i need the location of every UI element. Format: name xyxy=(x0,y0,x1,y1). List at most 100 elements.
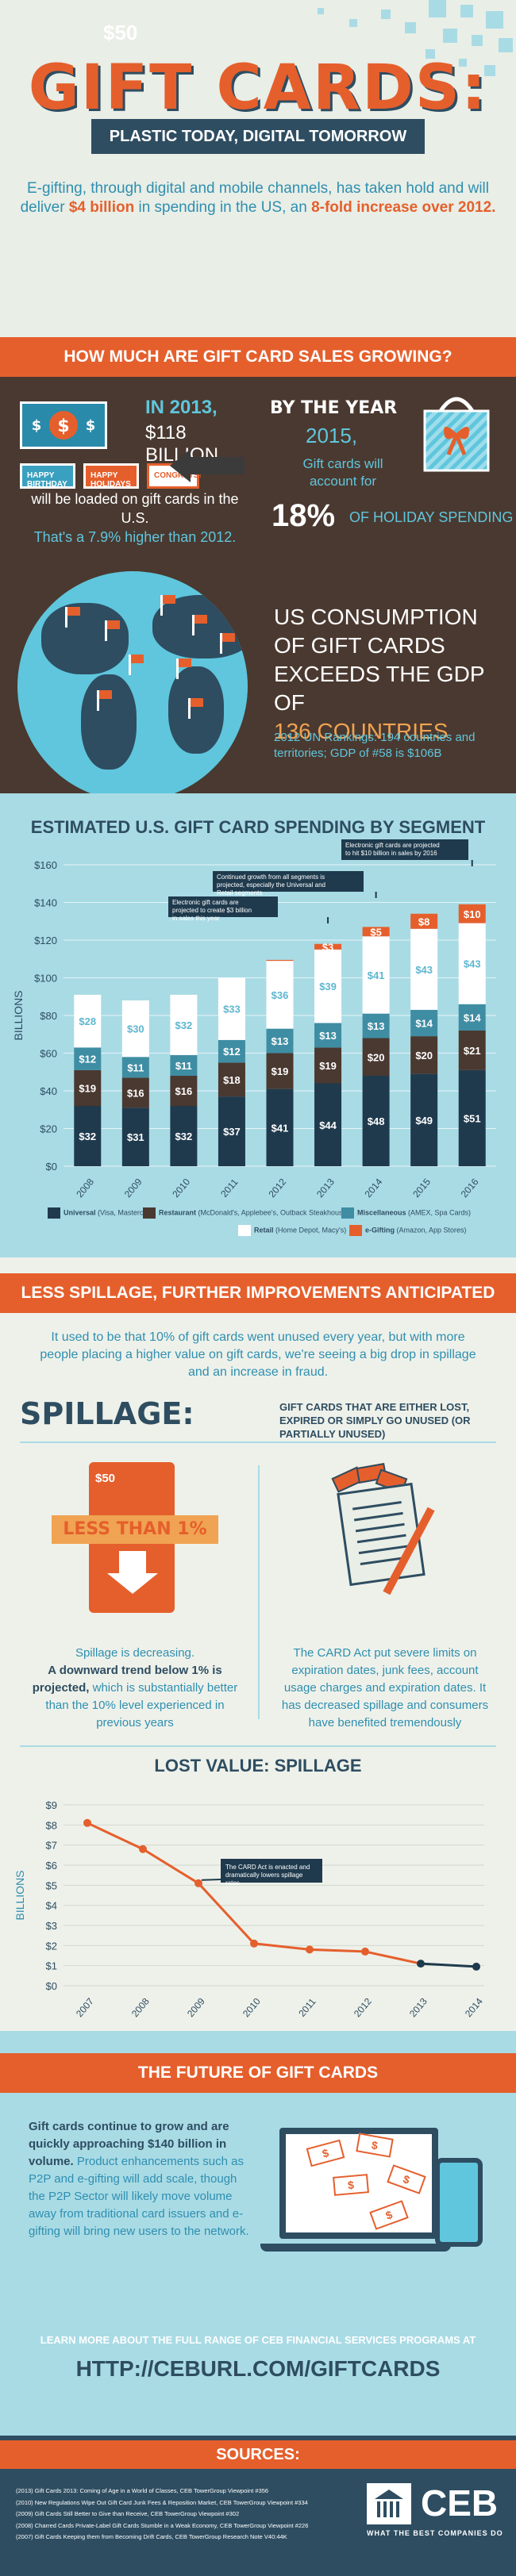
line-segment xyxy=(142,1848,199,1885)
spillage-banner: LESS SPILLAGE, FURTHER IMPROVEMENTS ANTI… xyxy=(0,1273,516,1313)
legend-note: (Visa, Mastercard) xyxy=(98,1208,156,1217)
bar-segment xyxy=(410,1073,438,1166)
legend-note: (AMEX, Spa Cards) xyxy=(408,1208,472,1217)
x-tick-label: 2012 xyxy=(352,1995,374,2019)
bar-value-label: $20 xyxy=(368,1051,385,1063)
source-item: (2009) Gift Cards Still Better to Give t… xyxy=(16,2510,240,2517)
intro-text: E-gifting, through digital and mobile ch… xyxy=(20,180,496,216)
y-axis-label: BILLIONS xyxy=(12,990,25,1040)
bar-segment xyxy=(266,961,294,1029)
legend-item: Retail (Home Depot, Macy's) xyxy=(238,1225,346,1238)
legend-swatch xyxy=(48,1207,60,1219)
source-item: (2008) Charred Cards Private-Label Gift … xyxy=(16,2521,309,2529)
data-point xyxy=(472,1962,480,1971)
y-tick-label: $2 xyxy=(46,1940,57,1952)
legend-swatch xyxy=(238,1225,251,1236)
legend-item: Restaurant (McDonald's, Applebee's, Outb… xyxy=(143,1207,349,1220)
y-tick-label: $4 xyxy=(46,1900,57,1912)
y-tick-label: $7 xyxy=(46,1840,57,1852)
y-tick-label: $160 xyxy=(34,859,57,871)
y-tick-label: $6 xyxy=(46,1860,57,1872)
annotation-text: Continued growth from all segments is pro… xyxy=(217,873,325,896)
annotation-box xyxy=(221,1859,322,1883)
x-tick-label: 2009 xyxy=(122,1176,144,1200)
x-tick-label: 2016 xyxy=(459,1176,481,1200)
bar-segment xyxy=(314,1083,342,1166)
bar-segment xyxy=(458,1004,486,1031)
future-banner: THE FUTURE OF GIFT CARDS xyxy=(0,2053,516,2093)
bar-segment xyxy=(410,913,438,929)
line-segment xyxy=(364,1950,422,1965)
bar-value-label: $30 xyxy=(127,1023,144,1035)
bar-value-label: $43 xyxy=(464,958,481,970)
year-2013-label: IN 2013, xyxy=(145,397,218,418)
sales-2013-panel: $$$ HAPPY BIRTHDAY HAPPY HOLIDAYS CONGRA… xyxy=(0,381,258,545)
legend-note: (McDonald's, Applebee's, Outback Steakho… xyxy=(198,1208,349,1217)
money-icon: $ xyxy=(333,2174,369,2196)
spillage-decreasing-text: Spillage is decreasing. A downward trend … xyxy=(32,1646,238,1729)
data-point xyxy=(194,1879,202,1887)
spillage-word: SPILLAGE: xyxy=(20,1396,194,1431)
bar-segment xyxy=(458,1031,486,1070)
shopping-bag-icon xyxy=(413,387,500,474)
future-text: Gift cards continue to grow and are quic… xyxy=(29,2120,249,2238)
bar-value-label: $33 xyxy=(223,1004,241,1015)
bar-value-label: $16 xyxy=(175,1085,193,1097)
birthday-card: HAPPY BIRTHDAY xyxy=(20,463,75,489)
bar-segment xyxy=(121,1077,149,1108)
spillage-definition: GIFT CARDS THAT ARE EITHER LOST, EXPIRED… xyxy=(279,1401,471,1440)
y-tick-label: $80 xyxy=(40,1010,57,1022)
bar-segment xyxy=(266,959,294,962)
bar-value-label: $41 xyxy=(368,969,385,981)
card-act-text: The CARD Act put severe limits on expira… xyxy=(281,1646,489,1729)
bar-segment xyxy=(218,977,245,1040)
bar-chart-title: ESTIMATED U.S. GIFT CARD SPENDING BY SEG… xyxy=(30,817,486,837)
bar-value-label: $49 xyxy=(415,1115,433,1127)
y-tick-label: $0 xyxy=(46,1980,57,1992)
legend-note: (Amazon, App Stores) xyxy=(396,1226,467,1234)
bar-segment xyxy=(121,1000,149,1058)
line-segment xyxy=(420,1962,477,1968)
legend-label: e-Gifting xyxy=(365,1226,397,1234)
bar-segment xyxy=(314,1047,342,1084)
bar-value-label: $28 xyxy=(79,1015,96,1027)
bar-value-label: $5 xyxy=(370,926,381,938)
legend-item: Universal (Visa, Mastercard) xyxy=(48,1207,156,1220)
bar-value-label: $41 xyxy=(271,1122,289,1134)
y-tick-label: $60 xyxy=(40,1048,57,1060)
bar-value-label: $11 xyxy=(175,1060,192,1072)
bar-value-label: $12 xyxy=(223,1046,241,1058)
x-tick-label: 2008 xyxy=(129,1995,152,2019)
svg-text:$: $ xyxy=(86,417,96,434)
bar-value-label: $51 xyxy=(464,1112,481,1124)
y-tick-label: $140 xyxy=(34,897,57,909)
x-tick-label: 2010 xyxy=(241,1995,263,2019)
data-point xyxy=(139,1845,147,1853)
line-segment xyxy=(87,1822,144,1851)
page-subtitle: PLASTIC TODAY, DIGITAL TOMORROW xyxy=(91,119,425,154)
y-tick-label: $3 xyxy=(46,1920,57,1932)
growth-banner: HOW MUCH ARE GIFT CARD SALES GROWING? xyxy=(0,337,516,377)
line-segment xyxy=(197,1882,256,1944)
less-than-badge: LESS THAN 1% xyxy=(52,1515,218,1544)
ceb-brand: CEB xyxy=(421,2482,499,2524)
bar-value-label: $19 xyxy=(271,1065,289,1077)
y-tick-label: $5 xyxy=(46,1879,57,1891)
by-the-year-label: BY THE YEAR xyxy=(270,398,398,418)
x-tick-label: 2013 xyxy=(314,1176,337,1200)
annotation-box xyxy=(168,896,278,917)
bar-segment xyxy=(121,1057,149,1078)
bar-value-label: $44 xyxy=(319,1119,337,1131)
spillage-section: LESS SPILLAGE, FURTHER IMPROVEMENTS ANTI… xyxy=(0,1257,516,2031)
annotation-box xyxy=(213,871,364,892)
ceb-url-link[interactable]: HTTP://CEBURL.COM/GIFTCARDS xyxy=(75,2356,441,2381)
x-tick-label: 2008 xyxy=(74,1176,96,1200)
bar-segment xyxy=(170,1076,198,1106)
holiday-2015-panel: BY THE YEAR 2015, Gift cards will accoun… xyxy=(262,381,516,543)
svg-text:$: $ xyxy=(32,417,42,434)
y-axis-label: BILLIONS xyxy=(13,1870,26,1920)
annotation-box xyxy=(341,839,468,860)
bar-segment xyxy=(218,1062,245,1097)
bar-segment xyxy=(218,1096,245,1166)
ceb-tagline: WHAT THE BEST COMPANIES DO xyxy=(367,2529,503,2537)
